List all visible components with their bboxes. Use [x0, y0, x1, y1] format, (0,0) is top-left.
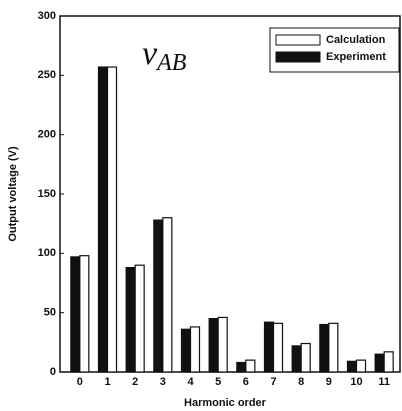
legend-swatch	[275, 51, 321, 63]
x-tick-label: 0	[77, 376, 83, 388]
bar	[272, 322, 284, 373]
bar	[383, 351, 394, 373]
x-tick-label: 5	[215, 376, 221, 388]
y-tick-label: 250	[38, 69, 56, 81]
bar	[70, 256, 81, 373]
y-tick-label: 300	[38, 10, 56, 22]
y-tick-label: 150	[38, 188, 56, 200]
bar	[217, 316, 228, 373]
x-axis-title: Harmonic order	[184, 397, 267, 409]
legend-label: Calculation	[326, 34, 386, 46]
annotation-sub: AB	[155, 50, 187, 76]
bar	[355, 359, 367, 373]
y-tick-label: 0	[50, 366, 56, 378]
x-tick-label: 9	[326, 376, 332, 388]
x-tick-label: 1	[104, 376, 110, 388]
x-tick-label: 8	[298, 376, 304, 388]
y-tick-label: 200	[38, 129, 56, 141]
x-tick-label: 3	[160, 376, 166, 388]
bar	[346, 360, 358, 373]
annotation-main: v	[142, 35, 158, 72]
bar	[189, 326, 201, 373]
bar	[79, 255, 90, 373]
bar	[328, 322, 339, 373]
y-axis-title: Output voltage (V)	[7, 146, 19, 242]
bar	[300, 342, 311, 373]
y-tick-label: 50	[44, 307, 56, 319]
x-tick-label: 6	[243, 376, 249, 388]
bar	[134, 264, 145, 373]
bar	[125, 266, 136, 373]
bar	[263, 321, 275, 373]
bar	[319, 323, 330, 373]
bar	[97, 66, 109, 373]
bar	[208, 318, 219, 373]
x-tick-label: 10	[350, 376, 362, 388]
legend-label: Experiment	[326, 51, 386, 63]
y-tick-label: 100	[38, 247, 56, 259]
bar	[374, 353, 385, 373]
x-tick-label: 11	[378, 376, 390, 388]
bar	[291, 345, 302, 373]
x-tick-label: 2	[132, 376, 138, 388]
x-tick-label: 4	[187, 376, 194, 388]
annotation: vAB	[142, 35, 187, 76]
bar	[245, 359, 256, 373]
bar	[236, 361, 247, 373]
bar	[180, 328, 192, 373]
legend-swatch	[275, 34, 321, 46]
bar	[162, 217, 173, 373]
bar	[106, 66, 118, 373]
bar	[153, 219, 164, 373]
x-tick-label: 7	[270, 376, 276, 388]
